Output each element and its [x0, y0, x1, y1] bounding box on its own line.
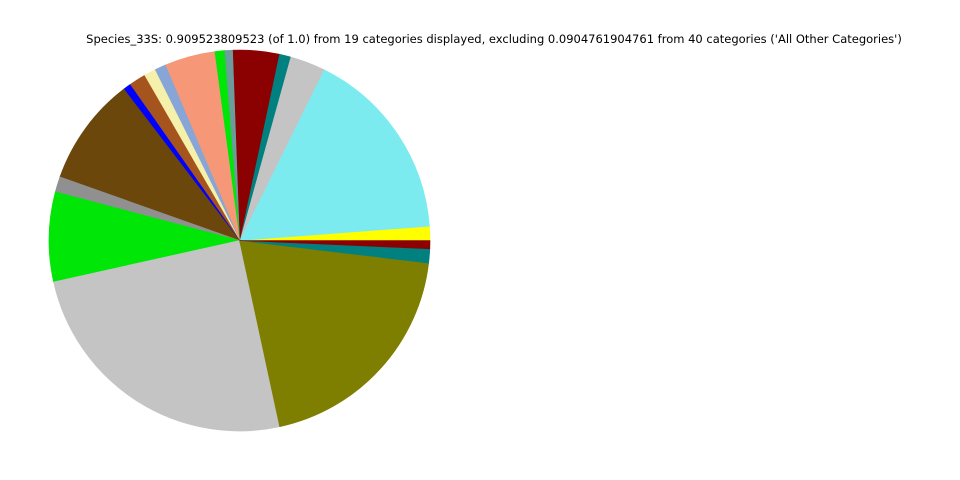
chart-title: Species_33S: 0.909523809523 (of 1.0) fro… [86, 32, 902, 46]
pie-slice-light-gray [53, 240, 281, 432]
pie-slice-dark-red-right [239, 240, 431, 250]
pie-slice-olive [239, 240, 429, 428]
pie-slice-dark-olive-brown [59, 88, 241, 242]
pie-slice-light-cyan [238, 69, 430, 241]
